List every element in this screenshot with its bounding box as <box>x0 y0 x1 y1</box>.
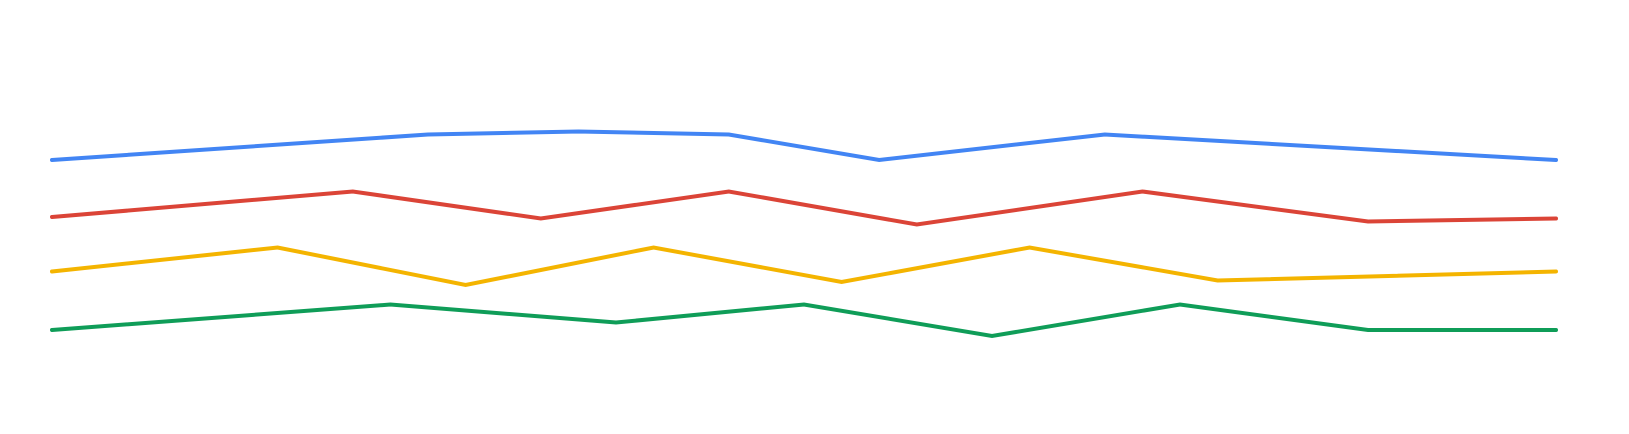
series-line-blue <box>50 129 1558 163</box>
series-line-red <box>50 189 1558 227</box>
series-line-yellow <box>50 245 1558 288</box>
series-line-green <box>50 302 1558 339</box>
